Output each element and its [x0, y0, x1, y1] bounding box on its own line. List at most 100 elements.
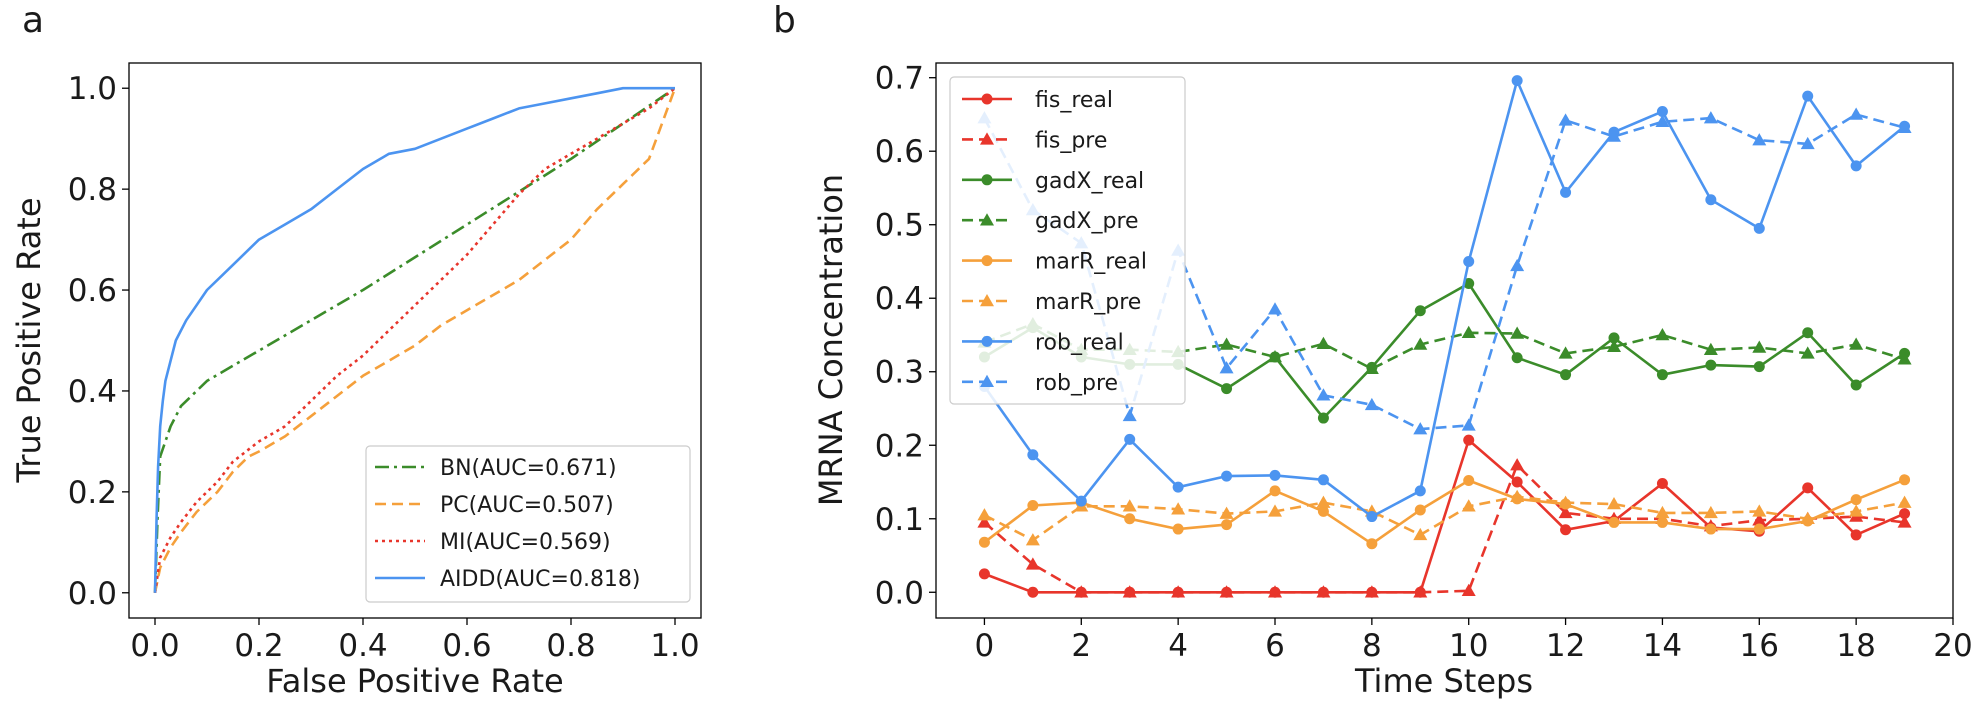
mrna-legend-marker: [980, 132, 994, 145]
mrna-data-point: [978, 536, 990, 548]
mrna-legend-marker: [981, 255, 993, 267]
mrna-legend-marker: [980, 294, 994, 307]
mrna-x-tick-label: 14: [1643, 628, 1682, 664]
mrna-data-point: [1463, 434, 1475, 446]
roc-legend-label: MI(AUC=0.569): [440, 530, 611, 555]
mrna-data-point: [1122, 585, 1137, 598]
roc-series-line: [153, 87, 676, 593]
mrna-data-point: [1413, 527, 1428, 541]
mrna-data-point: [1656, 516, 1668, 528]
mrna-legend-label: rob_real: [1035, 330, 1124, 355]
mrna-legend-label: marR_pre: [1035, 290, 1141, 315]
mrna-data-point: [1752, 340, 1767, 353]
mrna-data-point: [1655, 114, 1670, 128]
roc-legend-items: BN(AUC=0.671) PC(AUC=0.507) MI(AUC=0.569) A…: [375, 456, 641, 592]
mrna-legend-label: fis_real: [1035, 88, 1113, 113]
mrna-data-point: [1219, 337, 1234, 350]
mrna-plot-frame: [935, 62, 1954, 619]
mrna-data-point: [1752, 504, 1767, 517]
roc-y-tick-label: 0.8: [68, 172, 117, 208]
mrna-data-point: [1171, 502, 1186, 515]
mrna-data-point: [1219, 506, 1234, 519]
mrna-data-point: [1461, 499, 1476, 512]
mrna-data-point: [1753, 222, 1765, 234]
mrna-x-tick-label: 8: [1362, 628, 1382, 664]
mrna-data-point: [1510, 258, 1525, 272]
mrna-data-point: [1849, 337, 1864, 350]
roc-legend-label: BN(AUC=0.671): [440, 456, 617, 481]
mrna-data-point: [1269, 469, 1281, 481]
roc-legend: BN(AUC=0.671) PC(AUC=0.507) MI(AUC=0.569) A…: [365, 445, 691, 603]
mrna-y-tick-label: 0.6: [875, 134, 924, 170]
mrna-data-point: [1703, 342, 1718, 355]
mrna-y-tick-label: 0.4: [875, 281, 924, 317]
mrna-data-point: [1703, 505, 1718, 519]
roc-legend-label: AIDD(AUC=0.818): [440, 567, 641, 592]
mrna-y-tick-label: 0.0: [875, 575, 924, 611]
roc-chart: 0.0 0.2 0.4 0.6 0.8 1.0 0.0 0.2 0.4 0.6 0.8 1.0 Fa…: [10, 62, 702, 700]
mrna-data-point: [1075, 495, 1087, 507]
mrna-data-point: [1511, 476, 1523, 488]
mrna-data-point: [1364, 397, 1379, 411]
panel-label-b: b: [773, 0, 796, 41]
mrna-data-point: [1558, 495, 1573, 508]
mrna-data-point: [1316, 495, 1331, 508]
roc-legend-label: PC(AUC=0.507): [440, 493, 614, 518]
roc-x-axis-label: False Positive Rate: [266, 662, 563, 700]
mrna-data-point: [1607, 497, 1621, 510]
mrna-data-point: [1655, 505, 1670, 519]
mrna-data-point: [1463, 278, 1475, 290]
mrna-data-point: [1366, 511, 1378, 523]
roc-y-ticks: 0.0 0.2 0.4 0.6 0.8 1.0: [68, 71, 129, 612]
mrna-legend-box: [949, 76, 1186, 405]
mrna-data-point: [1364, 361, 1379, 375]
mrna-data-point: [1268, 350, 1282, 363]
roc-y-axis-label: True Positive Rate: [10, 197, 48, 483]
mrna-data-point: [1316, 388, 1331, 401]
mrna-data-point: [1511, 352, 1523, 364]
mrna-data-point: [1172, 523, 1184, 535]
roc-y-tick-label: 0.4: [68, 374, 117, 410]
mrna-y-axis-label: MRNA Concentration: [812, 174, 850, 506]
mrna-data-point: [1608, 516, 1620, 528]
roc-series-line: [153, 87, 676, 593]
mrna-x-ticks: 0 2 4 6 8 10 12 14 16 18 20: [975, 618, 1973, 664]
mrna-data-point: [1414, 485, 1426, 497]
mrna-data-point: [1560, 524, 1572, 536]
mrna-legend: fis_real fis_pre gadX_real gadX_pre marR_rea…: [949, 76, 1186, 405]
mrna-data-point: [1124, 513, 1136, 525]
mrna-data-point: [1607, 129, 1621, 142]
mrna-x-tick-label: 18: [1836, 628, 1875, 664]
mrna-data-point: [1221, 519, 1233, 531]
mrna-data-point: [1608, 332, 1620, 344]
mrna-data-point: [1899, 508, 1911, 520]
mrna-data-point: [1124, 433, 1136, 445]
mrna-data-point: [1171, 585, 1186, 598]
roc-series-lines: [153, 86, 677, 594]
mrna-data-point: [1221, 383, 1233, 395]
roc-x-tick-label: 0.2: [234, 628, 283, 664]
mrna-data-point: [1463, 475, 1475, 487]
mrna-data-point: [1656, 477, 1668, 489]
mrna-data-point: [1364, 585, 1379, 598]
mrna-legend-marker: [981, 335, 993, 347]
mrna-data-point: [1802, 327, 1814, 339]
mrna-data-point: [1122, 499, 1137, 512]
mrna-data-point: [1268, 302, 1282, 315]
roc-x-tick-label: 1.0: [650, 628, 699, 664]
roc-y-tick-label: 0.6: [68, 273, 117, 309]
roc-series-line: [153, 87, 677, 594]
mrna-data-point: [1703, 111, 1718, 124]
mrna-x-tick-label: 4: [1168, 628, 1188, 664]
mrna-series-line: [983, 79, 1906, 518]
roc-y-tick-label: 1.0: [68, 71, 117, 107]
mrna-data-point: [1510, 489, 1525, 502]
mrna-data-point: [1850, 494, 1862, 506]
mrna-chart: 0 2 4 6 8 10 12 14 16 18 20 0.00.10.20.30.40.50.60…: [812, 61, 1973, 700]
mrna-data-point: [1172, 481, 1184, 493]
mrna-x-tick-label: 0: [975, 628, 995, 664]
mrna-data-point: [1413, 422, 1428, 435]
mrna-data-point: [1656, 369, 1668, 381]
panel-label-a: a: [22, 0, 44, 41]
mrna-x-tick-label: 12: [1546, 628, 1585, 664]
